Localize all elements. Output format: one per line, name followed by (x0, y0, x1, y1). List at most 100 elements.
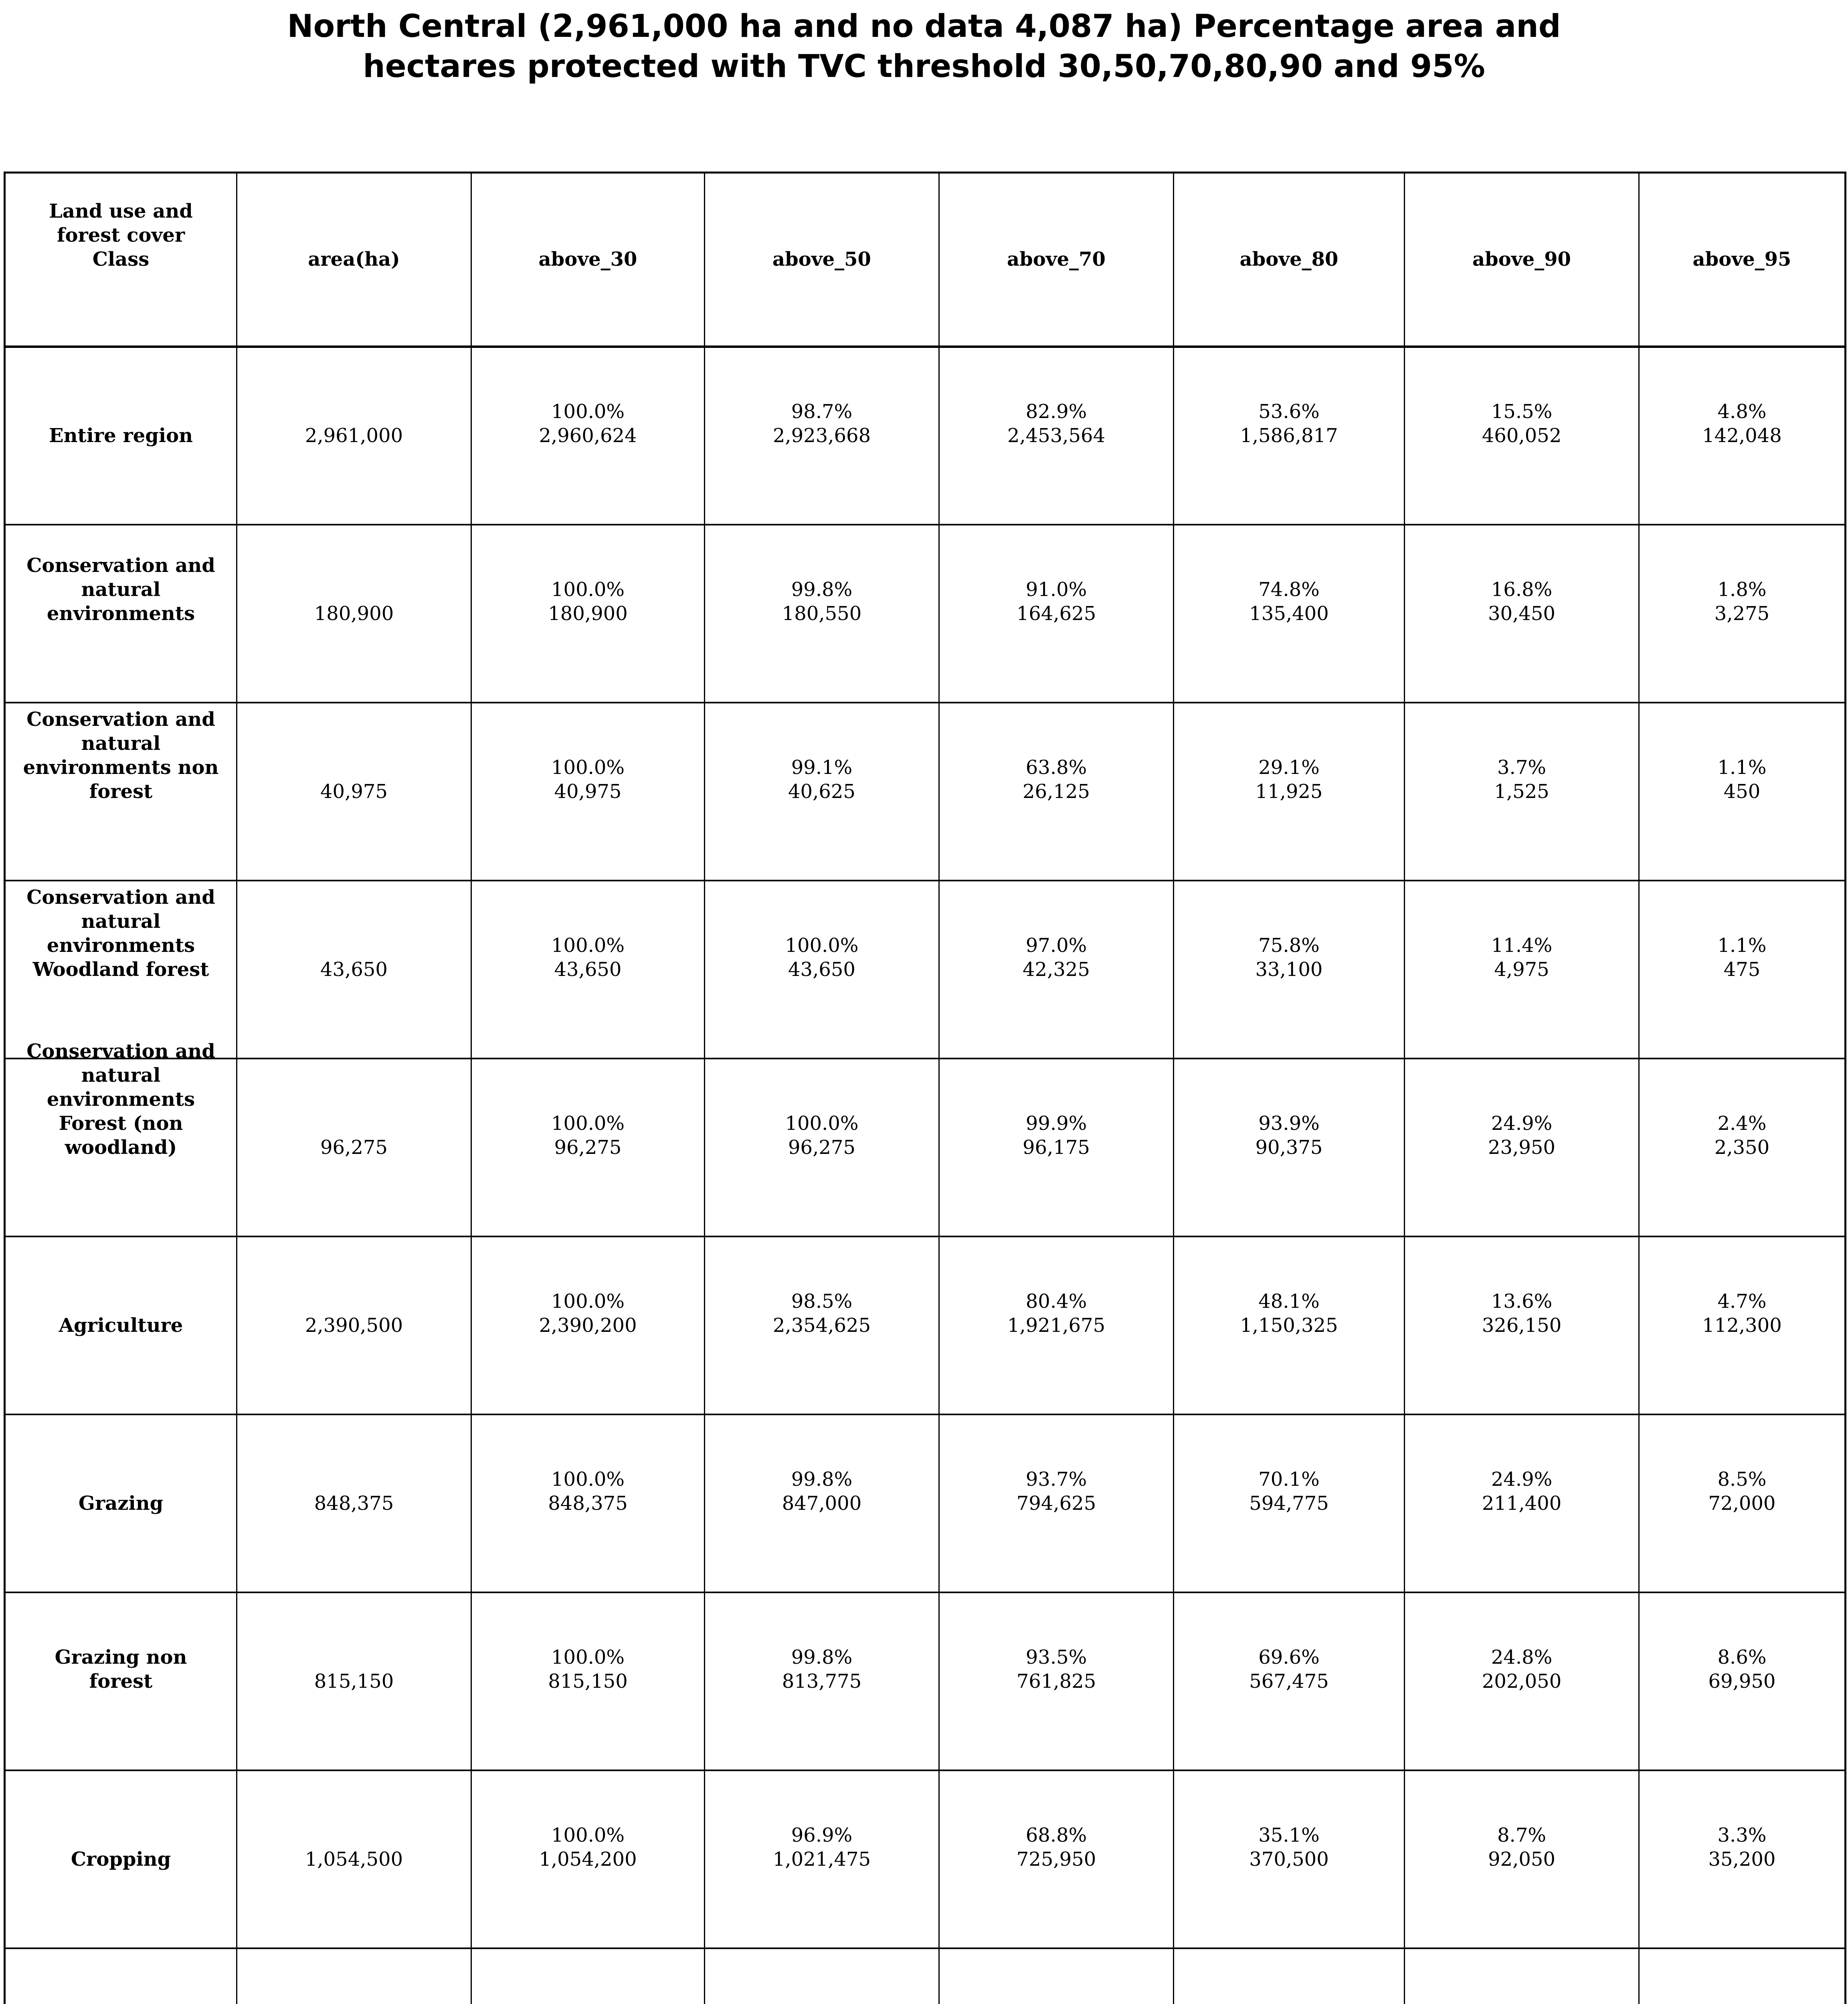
column-header-area: area(ha) (236, 172, 472, 348)
value-cell: 100.0% 2,960,624 (471, 345, 705, 525)
column-header-above-80: above_80 (1173, 172, 1405, 348)
column-header-above-30: above_30 (471, 172, 705, 348)
area-cell: 476,575 (236, 1947, 472, 2004)
value-cell: 53.6% 1,586,817 (1173, 345, 1405, 525)
value-cell: 24.9% 211,400 (1404, 1413, 1640, 1593)
column-header-above-50: above_50 (704, 172, 940, 348)
table-row: Cropping 1,054,500 100.0% 1,054,200 96.9%… (4, 1769, 1846, 1949)
row-class-cell: Grazing (4, 1413, 237, 1593)
value-cell: 96.9% 1,021,475 (704, 1769, 940, 1949)
value-cell: 99.8% 847,000 (704, 1413, 940, 1593)
value-cell: 8.6% 69,950 (1638, 1591, 1846, 1771)
table-row: Grazing non forest 815,150 100.0% 815,150… (4, 1591, 1846, 1771)
row-class-cell: Conservation and natural environments (4, 523, 237, 703)
value-cell: 100.0% 96,275 (471, 1057, 705, 1237)
area-cell: 815,150 (236, 1591, 472, 1771)
value-cell: 80.4% 1,921,675 (938, 1235, 1174, 1415)
value-cell: 1.1% 450 (1638, 701, 1846, 881)
value-cell: 8.7% 92,050 (1404, 1769, 1640, 1949)
table-row: Grazing 848,375 100.0% 848,375 99.8% 847,0… (4, 1413, 1846, 1593)
value-cell: 4.1%19,725 (1404, 1947, 1640, 2004)
value-cell: 4.7% 112,300 (1638, 1235, 1846, 1415)
value-cell: 13.6% 326,150 (1404, 1235, 1640, 1415)
value-cell: 3.7% 1,525 (1404, 701, 1640, 881)
value-cell: 69.6% 567,475 (1173, 1591, 1405, 1771)
value-cell: 100.0% 43,650 (704, 879, 940, 1059)
row-class-cell: Irrigation (4, 1947, 237, 2004)
value-cell: 100.0% 180,900 (471, 523, 705, 703)
value-cell: 100.0% 848,375 (471, 1413, 705, 1593)
value-cell: 16.8% 30,450 (1404, 523, 1640, 703)
value-cell: 99.8% 813,775 (704, 1591, 940, 1771)
area-cell: 848,375 (236, 1413, 472, 1593)
value-cell: 70.1% 594,775 (1173, 1413, 1405, 1593)
value-cell: 93.9% 90,375 (1173, 1057, 1405, 1237)
header-row: Land use and forest cover Class area(ha)… (4, 172, 1846, 348)
value-cell: 91.0% 164,625 (938, 523, 1174, 703)
table-row: Entire region 2,961,000 100.0% 2,960,624 … (4, 345, 1846, 525)
value-cell: 0.9%4,225 (1638, 1947, 1846, 2004)
value-cell: 100.0% 1,054,200 (471, 1769, 705, 1949)
table-row: Conservation and natural environments no… (4, 701, 1846, 881)
value-cell: 8.5% 72,000 (1638, 1413, 1846, 1593)
value-cell: 2.4% 2,350 (1638, 1057, 1846, 1237)
value-cell: 3.3% 35,200 (1638, 1769, 1846, 1949)
value-cell: 35.1% 370,500 (1173, 1769, 1405, 1949)
value-cell: 97.0% 42,325 (938, 879, 1174, 1059)
value-cell: 100.0% 2,390,200 (471, 1235, 705, 1415)
value-cell: 93.5% 761,825 (938, 1591, 1174, 1771)
area-cell: 96,275 (236, 1057, 472, 1237)
value-cell: 29.1% 11,925 (1173, 701, 1405, 881)
value-cell: 98.7% 2,923,668 (704, 345, 940, 525)
area-cell: 2,961,000 (236, 345, 472, 525)
row-class-cell: Conservation and natural environments Fo… (4, 1040, 237, 1237)
value-cell: 68.8% 725,950 (938, 1769, 1174, 1949)
value-cell: 98.5% 2,354,625 (704, 1235, 940, 1415)
area-cell: 2,390,500 (236, 1235, 472, 1415)
row-class-cell: Conservation and natural environments no… (4, 701, 237, 881)
value-cell: 11.4% 4,975 (1404, 879, 1640, 1059)
value-cell: 100.0% 815,150 (471, 1591, 705, 1771)
value-cell: 74.8% 135,400 (1173, 523, 1405, 703)
table-row: Conservation and natural environments Fo… (4, 1040, 1846, 1237)
row-class-cell: Cropping (4, 1769, 237, 1949)
value-cell: 63.8% 26,125 (938, 701, 1174, 881)
value-cell: 99.1% 40,625 (704, 701, 940, 881)
value-cell: 100.0% 40,975 (471, 701, 705, 881)
row-class-cell: Grazing non forest (4, 1591, 237, 1771)
figure-title: North Central (2,961,000 ha and no data … (287, 8, 1561, 85)
area-cell: 180,900 (236, 523, 472, 703)
value-cell: 81.9%390,325 (938, 1947, 1174, 2004)
value-cell: 48.1% 1,150,325 (1173, 1235, 1405, 1415)
value-cell: 82.9% 2,453,564 (938, 345, 1174, 525)
area-cell: 1,054,500 (236, 1769, 472, 1949)
value-cell: 100.0% 96,275 (704, 1057, 940, 1237)
value-cell: 15.5% 460,052 (1404, 345, 1640, 525)
row-class-cell: Conservation and natural environments Wo… (4, 879, 237, 1059)
value-cell: 75.8% 33,100 (1173, 879, 1405, 1059)
area-cell: 40,975 (236, 701, 472, 881)
column-header-above-95: above_95 (1638, 172, 1846, 348)
value-cell: 99.8% 180,550 (704, 523, 940, 703)
value-cell: 37.0%176,150 (1173, 1947, 1405, 2004)
table-row: Irrigation 476,575 100.0%476,575 99.7%47… (4, 1947, 1846, 2004)
table-row: Conservation and natural environments 18… (4, 523, 1846, 703)
value-cell: 1.8% 3,275 (1638, 523, 1846, 703)
value-cell: 100.0%476,575 (471, 1947, 705, 2004)
data-table: Land use and forest cover Class area(ha)… (4, 172, 1846, 2004)
value-cell: 100.0% 43,650 (471, 879, 705, 1059)
value-cell: 99.7%475,100 (704, 1947, 940, 2004)
value-cell: 93.7% 794,625 (938, 1413, 1174, 1593)
value-cell: 1.1% 475 (1638, 879, 1846, 1059)
value-cell: 4.8% 142,048 (1638, 345, 1846, 525)
value-cell: 24.8% 202,050 (1404, 1591, 1640, 1771)
row-class-cell: Entire region (4, 345, 237, 525)
column-header-class: Land use and forest cover Class (4, 172, 237, 348)
value-cell: 99.9% 96,175 (938, 1057, 1174, 1237)
row-class-cell: Agriculture (4, 1235, 237, 1415)
table-row: Conservation and natural environments Wo… (4, 879, 1846, 1059)
table-row: Agriculture 2,390,500 100.0% 2,390,200 98… (4, 1235, 1846, 1415)
area-cell: 43,650 (236, 879, 472, 1059)
value-cell: 24.9% 23,950 (1404, 1057, 1640, 1237)
